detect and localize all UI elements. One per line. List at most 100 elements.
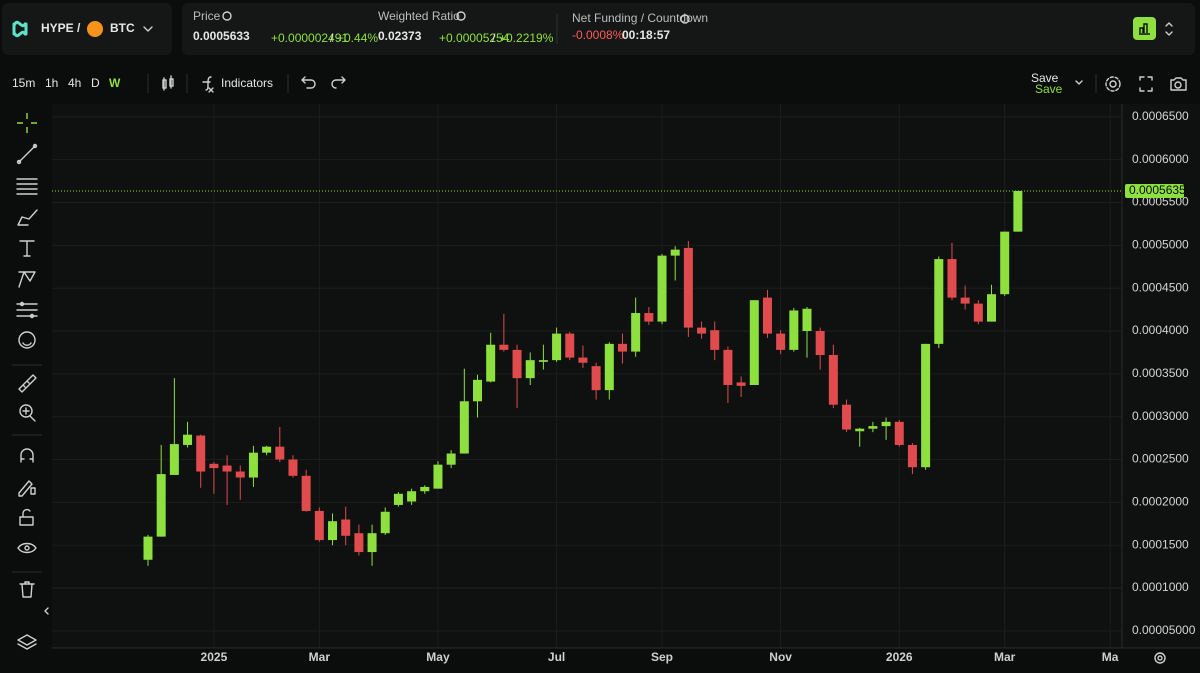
x-tick-label: Ma <box>1102 650 1119 664</box>
candle-body <box>776 333 786 350</box>
last-price-tag <box>1125 183 1184 198</box>
candle-body <box>828 355 838 405</box>
pair-selector[interactable] <box>87 21 103 37</box>
interval-button[interactable]: 1h <box>45 76 58 90</box>
drawing-tools[interactable] <box>44 607 49 615</box>
y-tick-label: 0.0003000 <box>1132 409 1189 423</box>
y-tick-label: 0.0005500 <box>1132 195 1189 209</box>
ratio-value: 0.02373 <box>378 29 422 43</box>
candle-body <box>591 366 601 391</box>
candle-body <box>407 491 417 502</box>
candle-body <box>1013 190 1023 232</box>
y-tick-label: 0.0001500 <box>1132 537 1189 551</box>
pair-selector[interactable] <box>2 3 172 55</box>
y-tick-label: 0.0002000 <box>1132 495 1189 509</box>
toolbar-icons[interactable] <box>202 76 214 93</box>
stats-panel <box>182 3 1195 55</box>
candle-body <box>894 421 904 445</box>
toolbar-icons[interactable] <box>301 76 316 89</box>
candle-body <box>393 493 403 505</box>
drawing-tools[interactable] <box>19 301 25 307</box>
interval-button[interactable]: 4h <box>68 76 81 90</box>
drawing-tools[interactable] <box>16 159 22 165</box>
drawing-tools[interactable] <box>32 143 38 149</box>
candle-body <box>328 521 338 541</box>
toolbar-icons[interactable] <box>1174 81 1182 89</box>
layout-switch[interactable] <box>1133 17 1173 40</box>
candle-body <box>143 536 153 560</box>
drawing-tools[interactable] <box>18 374 37 393</box>
info-icon[interactable] <box>456 11 466 21</box>
drawing-tools[interactable] <box>16 178 38 195</box>
grid <box>52 104 1122 648</box>
axis-labels: 0.0006500 0.0006000 0.0005500 0.0005000 0.00… <box>201 109 1196 664</box>
layout-switch[interactable] <box>1139 23 1150 35</box>
drawing-tools[interactable] <box>24 545 30 551</box>
time-axis-settings[interactable] <box>1157 655 1163 661</box>
price-value: 0.0005633 <box>193 29 250 43</box>
toolbar-icons[interactable] <box>1109 80 1117 88</box>
indicators-button[interactable]: Indicators <box>221 76 273 90</box>
candle-body <box>314 510 324 541</box>
drawing-tools[interactable] <box>19 240 35 257</box>
candle-body <box>380 511 390 534</box>
toolbar-icons[interactable] <box>1170 77 1187 91</box>
toolbar-icons[interactable] <box>147 74 1187 93</box>
pair-selector[interactable] <box>12 20 28 38</box>
info-icon[interactable] <box>680 14 690 24</box>
candle-body <box>947 259 957 298</box>
toolbar-icons[interactable] <box>1105 76 1121 92</box>
drawing-tools[interactable] <box>12 113 49 650</box>
y-tick-label: 0.0005000 <box>1132 238 1189 252</box>
drawing-tools[interactable] <box>18 145 36 163</box>
time-axis-settings[interactable] <box>1154 652 1166 664</box>
x-tick-label: Sep <box>651 650 673 664</box>
candle-body <box>973 303 983 322</box>
candle-body <box>657 255 667 322</box>
interval-button[interactable]: D <box>91 76 100 90</box>
pair-base: HYPE / <box>41 21 81 35</box>
drawing-tools[interactable] <box>17 209 38 226</box>
toolbar-icons[interactable] <box>331 76 346 89</box>
interval-button[interactable]: W <box>109 76 121 90</box>
candle-body <box>644 313 654 322</box>
price-change-percent: +0.44% <box>337 31 378 45</box>
drawing-tools[interactable] <box>19 581 35 598</box>
x-tick-label: Mar <box>309 650 331 664</box>
toolbar-icons[interactable] <box>1075 80 1083 85</box>
pair-selector[interactable] <box>143 26 153 32</box>
drawing-tools[interactable] <box>22 407 36 422</box>
candle-body <box>459 401 469 454</box>
drawing-tools[interactable] <box>17 542 37 554</box>
drawing-tools[interactable] <box>18 480 36 497</box>
drawing-tools[interactable] <box>29 313 35 319</box>
candle-body <box>762 297 772 334</box>
drawing-tools[interactable] <box>19 404 33 418</box>
drawing-tools[interactable] <box>18 271 36 288</box>
x-tick-label: 2026 <box>886 650 913 664</box>
candle-body <box>183 434 193 445</box>
time-axis-settings[interactable] <box>1154 652 1166 664</box>
drawing-tools[interactable] <box>17 113 37 133</box>
x-tick-label: Nov <box>769 650 792 664</box>
drawing-tools[interactable] <box>20 448 34 463</box>
toolbar-icons[interactable] <box>162 75 174 91</box>
candle-body <box>288 459 298 476</box>
layout-switch[interactable] <box>1165 22 1173 36</box>
drawing-tools[interactable] <box>22 342 32 346</box>
candle-body <box>670 249 680 256</box>
drawing-tools[interactable] <box>19 508 34 526</box>
info-icon[interactable] <box>222 11 232 21</box>
candle-body <box>538 360 548 362</box>
save-button[interactable]: Save <box>1031 71 1059 85</box>
candle-body <box>749 300 759 385</box>
drawing-tools[interactable] <box>17 634 37 650</box>
y-tick-label: 0.0006500 <box>1132 109 1189 123</box>
candle-body <box>723 349 733 385</box>
candle-body <box>235 471 245 478</box>
interval-button[interactable]: 15m <box>12 76 35 90</box>
x-tick-label: Jul <box>548 650 565 664</box>
drawing-tools[interactable] <box>18 331 36 349</box>
toolbar-icons[interactable] <box>1139 76 1153 92</box>
